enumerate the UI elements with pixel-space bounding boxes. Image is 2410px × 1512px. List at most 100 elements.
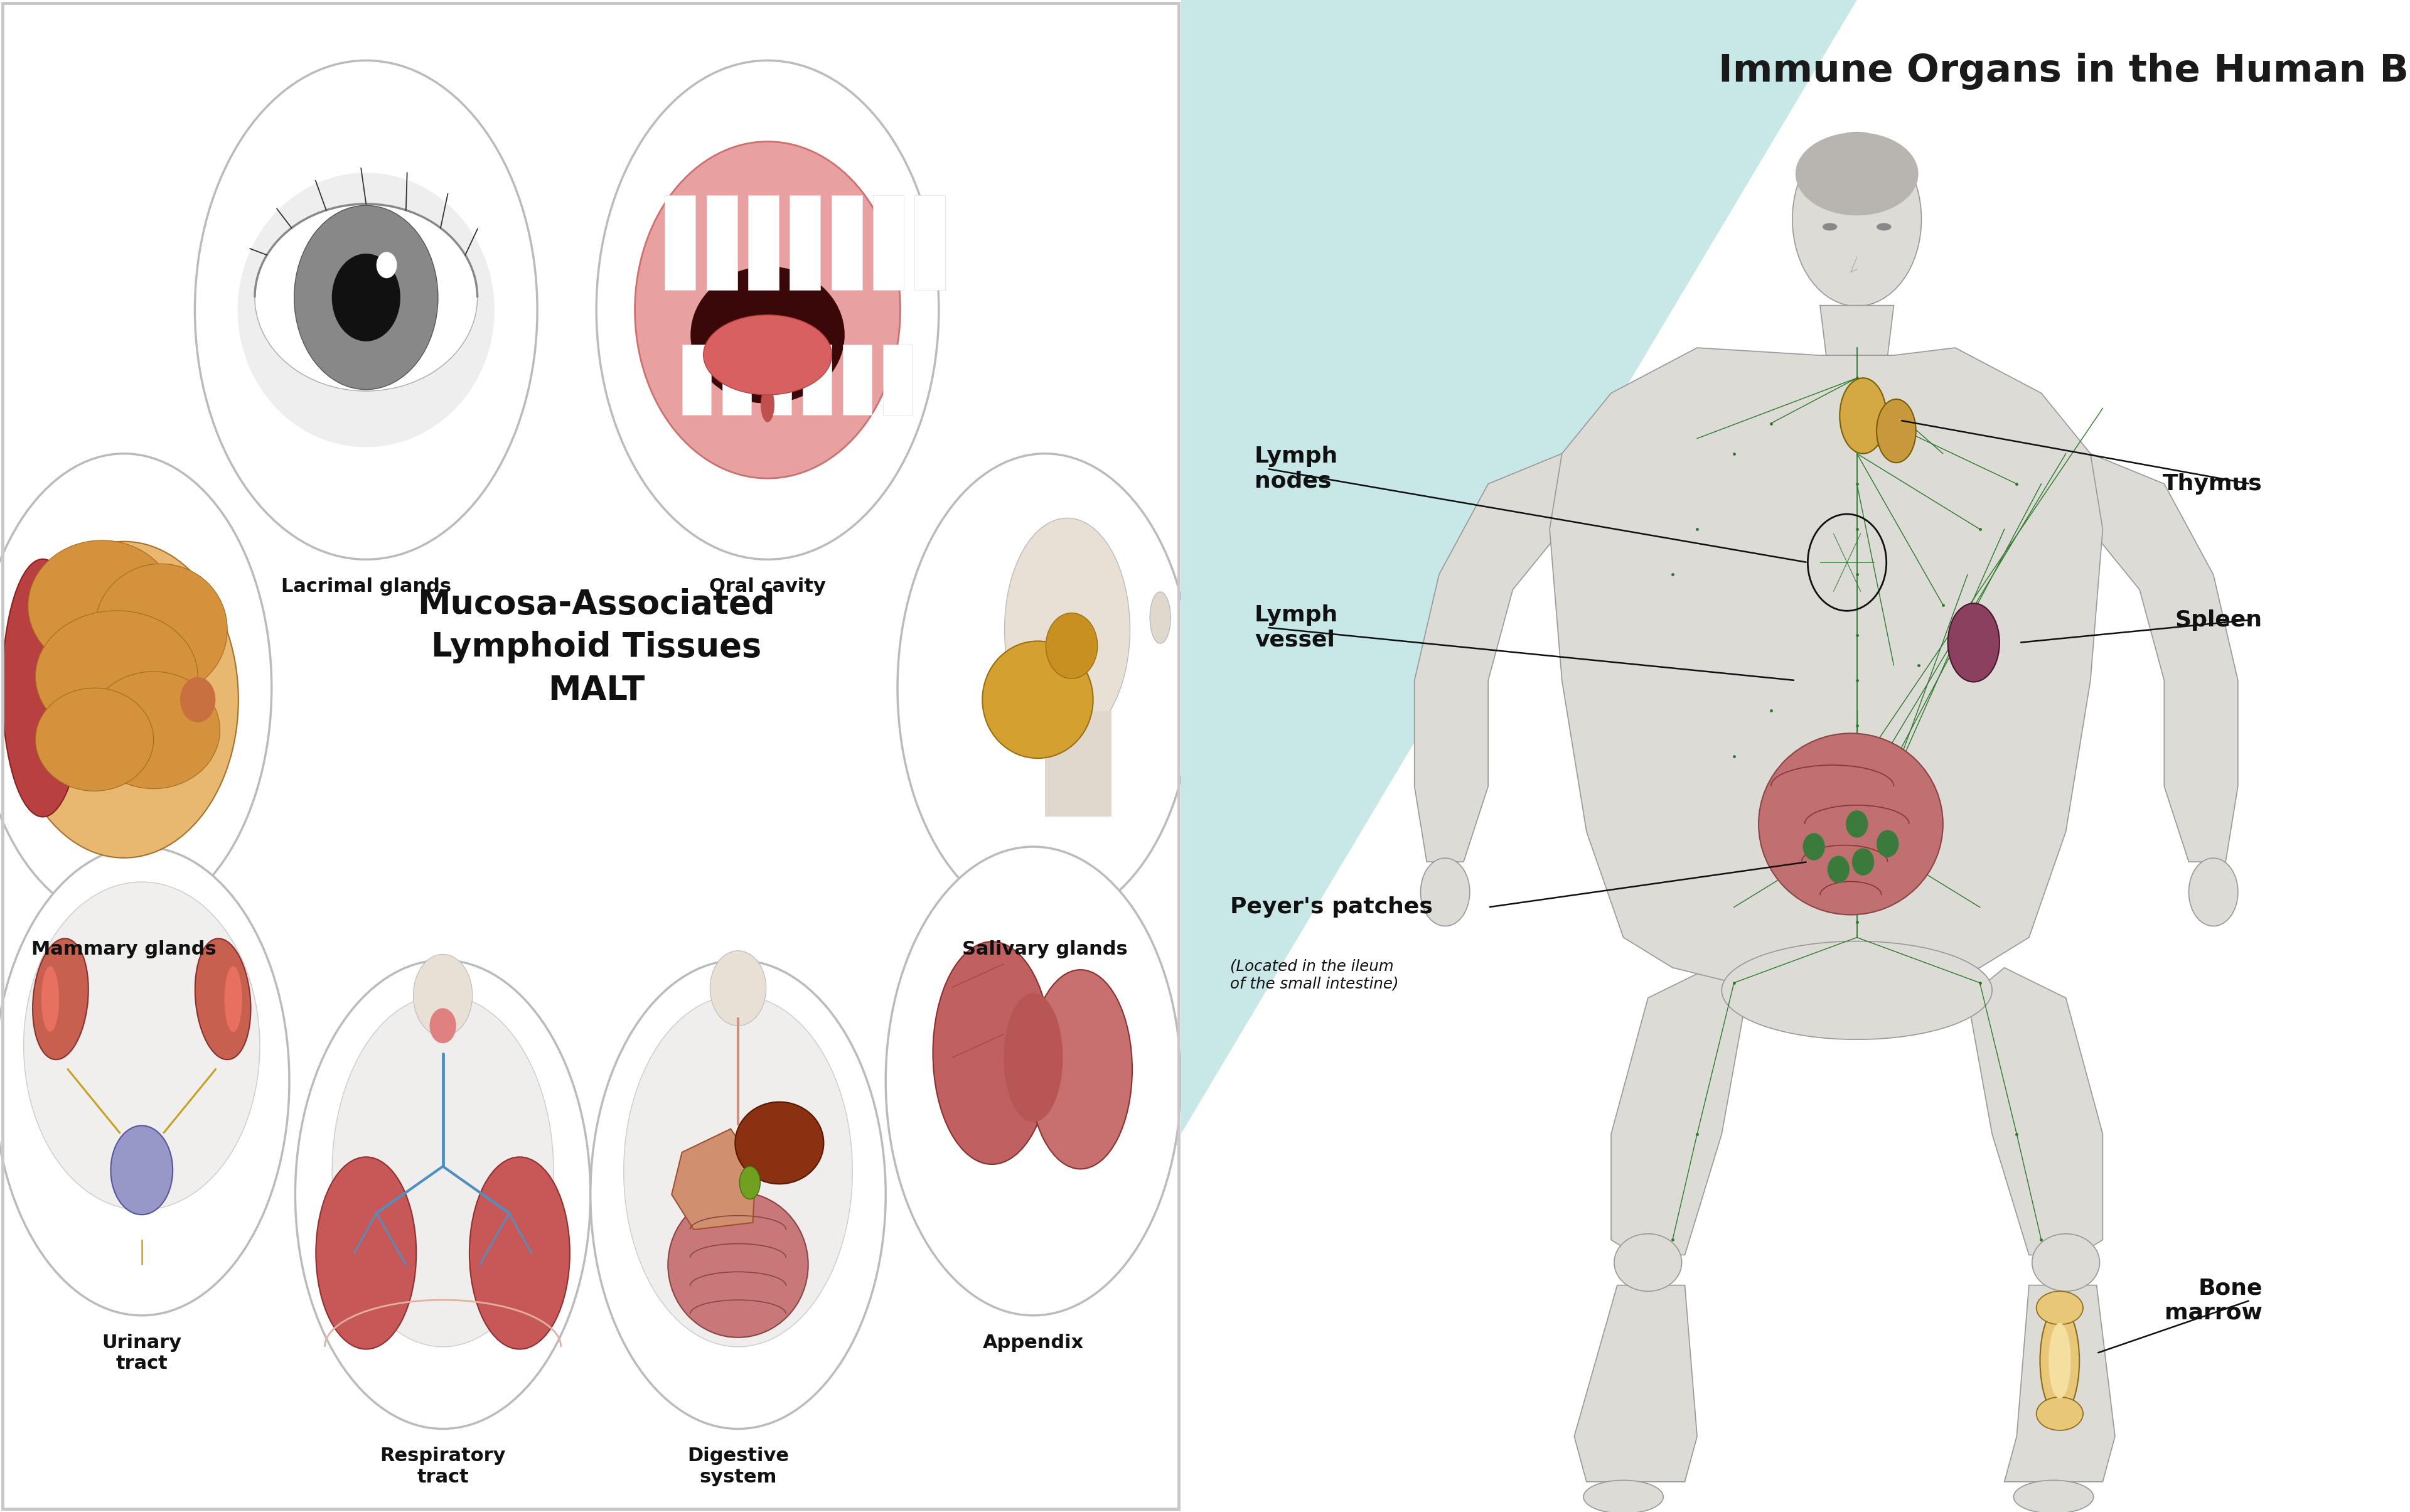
Ellipse shape [1029, 969, 1133, 1169]
Bar [665, 195, 696, 290]
Ellipse shape [590, 960, 887, 1429]
Circle shape [1827, 856, 1848, 883]
Ellipse shape [34, 939, 89, 1060]
Ellipse shape [1947, 603, 2000, 682]
Ellipse shape [1839, 378, 1887, 454]
Text: Oral cavity: Oral cavity [709, 578, 827, 596]
Polygon shape [1820, 305, 1894, 355]
Polygon shape [672, 1129, 757, 1229]
Polygon shape [2005, 1285, 2116, 1482]
Ellipse shape [1583, 1480, 1663, 1512]
Text: Immune Organs in the Human Body: Immune Organs in the Human Body [1718, 53, 2410, 89]
Ellipse shape [1046, 612, 1097, 679]
Ellipse shape [983, 641, 1094, 759]
Ellipse shape [933, 942, 1051, 1164]
Bar [682, 345, 711, 414]
Ellipse shape [668, 1191, 807, 1338]
Ellipse shape [1877, 399, 1916, 463]
Ellipse shape [2188, 859, 2239, 925]
Ellipse shape [1005, 519, 1130, 741]
Ellipse shape [2039, 1306, 2080, 1415]
Ellipse shape [36, 611, 198, 742]
Text: (Located in the ileum
of the small intestine): (Located in the ileum of the small intes… [1229, 959, 1398, 992]
Bar [706, 195, 737, 290]
Ellipse shape [735, 1102, 824, 1184]
Ellipse shape [296, 960, 590, 1429]
Ellipse shape [1795, 133, 1918, 215]
Circle shape [1877, 830, 1899, 857]
Circle shape [294, 206, 439, 390]
Polygon shape [1574, 1285, 1697, 1482]
Ellipse shape [1759, 733, 1942, 915]
Ellipse shape [41, 966, 58, 1031]
Text: Bone
marrow: Bone marrow [2164, 1278, 2263, 1323]
Text: Lymph
vessel: Lymph vessel [1256, 605, 1338, 650]
Ellipse shape [36, 688, 154, 791]
Ellipse shape [1793, 133, 1921, 305]
Polygon shape [1550, 348, 2102, 983]
Ellipse shape [634, 142, 901, 478]
Ellipse shape [2048, 1323, 2070, 1399]
Ellipse shape [2015, 1480, 2094, 1512]
Bar [747, 195, 778, 290]
Bar [831, 195, 863, 290]
Bar [790, 195, 819, 290]
Circle shape [333, 254, 400, 342]
Bar [872, 195, 904, 290]
Ellipse shape [2, 559, 84, 816]
Ellipse shape [239, 172, 494, 448]
Ellipse shape [195, 939, 251, 1060]
Ellipse shape [884, 847, 1181, 1315]
Ellipse shape [595, 60, 940, 559]
Bar [844, 345, 872, 414]
Text: Spleen: Spleen [2176, 609, 2263, 631]
Ellipse shape [897, 454, 1193, 922]
Text: Lacrimal glands: Lacrimal glands [282, 578, 451, 596]
Circle shape [1803, 833, 1824, 860]
Ellipse shape [2032, 1234, 2099, 1291]
Polygon shape [1610, 968, 1747, 1255]
Ellipse shape [224, 966, 241, 1031]
Ellipse shape [10, 541, 239, 857]
Bar [803, 345, 831, 414]
Text: Appendix: Appendix [983, 1334, 1084, 1352]
Ellipse shape [195, 60, 537, 559]
Ellipse shape [1003, 993, 1063, 1122]
Text: Peyer's patches: Peyer's patches [1229, 897, 1432, 918]
Ellipse shape [87, 671, 219, 789]
Ellipse shape [1615, 1234, 1682, 1291]
Text: Digestive
system: Digestive system [687, 1447, 788, 1486]
Circle shape [376, 253, 398, 278]
Circle shape [1846, 810, 1868, 838]
Ellipse shape [0, 847, 289, 1315]
Ellipse shape [762, 387, 774, 422]
Ellipse shape [704, 314, 831, 395]
Ellipse shape [316, 1157, 417, 1349]
Ellipse shape [94, 564, 227, 696]
Ellipse shape [1822, 222, 1836, 230]
Ellipse shape [1150, 591, 1171, 644]
Ellipse shape [624, 995, 853, 1347]
Ellipse shape [2036, 1291, 2082, 1325]
Ellipse shape [711, 951, 766, 1025]
Ellipse shape [1877, 222, 1892, 230]
Ellipse shape [740, 1166, 759, 1199]
Ellipse shape [111, 1125, 174, 1214]
Ellipse shape [333, 995, 554, 1347]
Ellipse shape [29, 540, 176, 671]
Ellipse shape [429, 1009, 455, 1043]
Ellipse shape [692, 266, 844, 404]
Circle shape [1851, 848, 1875, 875]
Polygon shape [1415, 454, 1586, 862]
Ellipse shape [1721, 940, 1993, 1040]
Ellipse shape [1419, 859, 1470, 925]
Bar [913, 195, 945, 290]
Ellipse shape [0, 454, 272, 922]
Polygon shape [1181, 0, 1858, 1134]
Circle shape [181, 677, 214, 723]
Polygon shape [2065, 454, 2239, 862]
Text: Salivary glands: Salivary glands [962, 940, 1128, 959]
Text: Respiratory
tract: Respiratory tract [381, 1447, 506, 1486]
Bar [762, 345, 790, 414]
Bar [882, 345, 911, 414]
